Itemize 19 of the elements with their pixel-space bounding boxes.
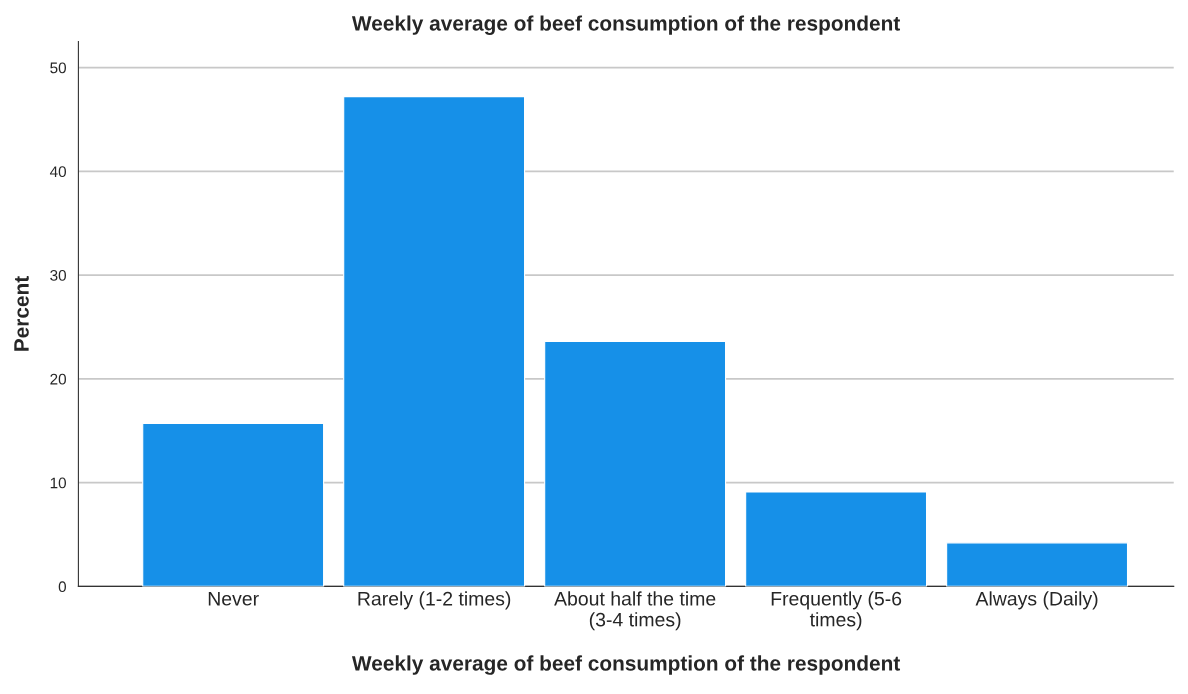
x-tick-label: Never (208, 592, 259, 606)
bar (946, 542, 1129, 587)
x-axis-title: Weekly average of beef consumption of the respondent (351, 655, 901, 675)
y-tick-label: 40 (49, 166, 67, 178)
x-tick-label: Frequently (5-6 times) (771, 591, 902, 631)
bar (745, 491, 928, 587)
y-tick-label: 20 (50, 373, 67, 385)
y-tick-label: 10 (50, 477, 67, 489)
chart-title: Weekly average of beef consumption of the respondent (351, 15, 901, 35)
bar (343, 96, 526, 587)
y-tick-label: 30 (50, 269, 67, 281)
x-tick-label: About half the time (3-4 times) (554, 591, 716, 631)
y-axis-title: Percent (14, 276, 29, 351)
x-tick-label: Always (Daily) (975, 591, 1098, 610)
x-tick-label: Rarely (1-2 times) (358, 591, 511, 610)
bar (544, 340, 727, 587)
y-tick-label: 0 (58, 581, 67, 593)
bar (142, 422, 325, 587)
y-tick-label: 50 (50, 62, 67, 74)
